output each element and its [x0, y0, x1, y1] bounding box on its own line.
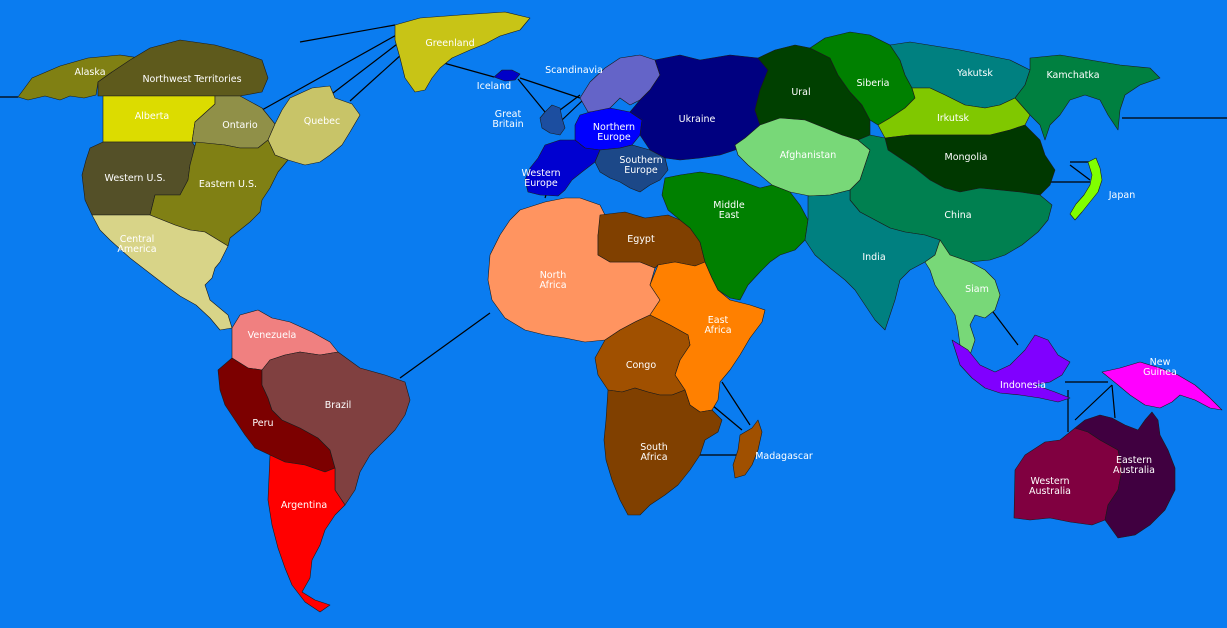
territory-indonesia[interactable] — [951, 334, 1071, 403]
label-northwest-territories: Northwest Territories — [142, 74, 241, 85]
connection-line — [1069, 164, 1091, 181]
connection-line — [711, 404, 743, 431]
label-western-us: Western U.S. — [104, 173, 165, 184]
territory-india[interactable] — [804, 189, 941, 331]
label-yakutsk: Yakutsk — [956, 68, 993, 79]
label-great-britain: Great Britain — [492, 109, 523, 130]
territory-iceland[interactable] — [493, 69, 521, 82]
label-china: China — [944, 210, 971, 221]
label-brazil: Brazil — [325, 400, 352, 411]
territory-western-europe[interactable] — [524, 139, 601, 197]
label-southern-europe: Southern Europe — [619, 155, 662, 176]
connection-line — [399, 312, 491, 379]
connection-line — [721, 381, 751, 426]
label-argentina: Argentina — [281, 500, 327, 511]
label-ural: Ural — [791, 87, 810, 98]
connection-line — [517, 78, 546, 113]
territory-greenland[interactable] — [394, 11, 531, 93]
label-south-africa: South Africa — [640, 442, 668, 463]
territory-ukraine[interactable] — [629, 54, 769, 161]
territory-argentina[interactable] — [267, 454, 346, 613]
label-alaska: Alaska — [74, 67, 105, 78]
territories — [17, 11, 1223, 613]
label-central-america: Central America — [117, 234, 156, 255]
label-irkutsk: Irkutsk — [937, 113, 970, 124]
territory-eastern-us[interactable] — [149, 139, 289, 247]
connection-line — [261, 32, 401, 111]
connection-line — [559, 94, 581, 111]
label-siberia: Siberia — [857, 78, 890, 89]
territory-great-britain[interactable] — [539, 104, 566, 136]
connection-line — [1111, 384, 1116, 419]
label-venezuela: Venezuela — [248, 330, 297, 341]
label-japan: Japan — [1108, 190, 1136, 201]
territory-brazil[interactable] — [261, 351, 411, 506]
territory-southern-europe[interactable] — [594, 144, 669, 193]
connection-lines — [0, 24, 1227, 456]
label-indonesia: Indonesia — [1000, 380, 1046, 391]
territory-south-africa[interactable] — [603, 387, 723, 516]
connection-line — [439, 61, 495, 78]
label-northern-europe: Northern Europe — [593, 122, 635, 143]
label-western-europe: Western Europe — [522, 168, 561, 189]
label-madagascar: Madagascar — [755, 451, 813, 462]
label-western-australia: Western Australia — [1029, 476, 1071, 497]
label-new-guinea: New Guinea — [1143, 357, 1177, 378]
label-alberta: Alberta — [135, 111, 169, 122]
territory-japan[interactable] — [1069, 157, 1103, 221]
label-afghanistan: Afghanistan — [780, 150, 837, 161]
connection-line — [1074, 384, 1113, 421]
label-quebec: Quebec — [304, 116, 340, 127]
connection-line — [299, 24, 396, 43]
label-egypt: Egypt — [627, 234, 655, 245]
label-siam: Siam — [965, 284, 989, 295]
label-ukraine: Ukraine — [679, 114, 716, 125]
connection-line — [989, 307, 1019, 346]
territory-siam[interactable] — [924, 239, 1001, 356]
territory-quebec[interactable] — [267, 85, 361, 166]
label-middle-east: Middle East — [713, 200, 745, 221]
territory-middle-east[interactable] — [661, 171, 809, 301]
label-mongolia: Mongolia — [945, 152, 988, 163]
connection-line — [561, 99, 584, 121]
territory-labels: Alaska Northwest Territories Greenland Albe… — [74, 38, 1176, 511]
label-greenland: Greenland — [425, 38, 474, 49]
label-india: India — [862, 252, 885, 263]
label-ontario: Ontario — [222, 120, 258, 131]
label-iceland: Iceland — [477, 81, 511, 92]
territory-eastern-australia[interactable] — [1074, 411, 1176, 539]
label-east-africa: East Africa — [704, 315, 731, 336]
label-peru: Peru — [252, 418, 273, 429]
label-eastern-us: Eastern U.S. — [199, 179, 257, 190]
label-congo: Congo — [626, 360, 656, 371]
territory-new-guinea[interactable] — [1101, 361, 1223, 411]
territory-madagascar[interactable] — [732, 419, 763, 479]
label-eastern-australia: Eastern Australia — [1113, 455, 1155, 476]
label-kamchatka: Kamchatka — [1046, 70, 1099, 81]
connection-line — [519, 77, 581, 99]
label-scandinavia: Scandinavia — [545, 65, 603, 76]
territory-central-america[interactable] — [91, 214, 233, 331]
label-north-africa: North Africa — [539, 270, 566, 291]
